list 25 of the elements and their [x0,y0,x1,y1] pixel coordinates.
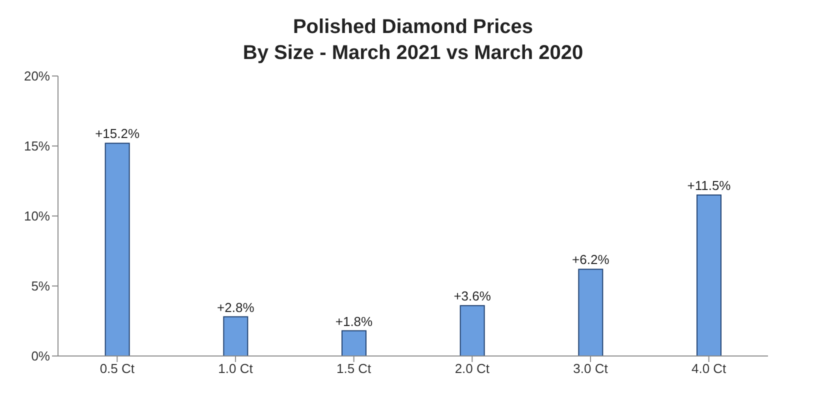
y-tick-label: 20% [24,68,50,84]
x-tick-label: 0.5 Ct [100,361,135,376]
bar [460,305,485,356]
data-label: +3.6% [454,288,492,304]
data-label: +2.8% [217,300,255,315]
y-tick-label: 15% [24,138,50,154]
bar [104,142,130,356]
data-label: +1.8% [335,314,374,329]
y-tick-label: 5% [31,278,50,294]
bar [578,268,604,356]
y-tick-label: 10% [24,208,50,224]
chart-title: Polished Diamond Prices [292,15,534,40]
x-tick-label: 2.0 Ct [454,361,490,376]
data-label: +15.2% [95,126,140,142]
bar [223,316,248,356]
bar [342,330,366,356]
y-tick-label: 0% [31,348,50,364]
bar [696,194,722,356]
x-tick-label: 3.0 Ct [573,361,608,376]
x-tick-label: 1.0 Ct [218,361,254,376]
data-label: +6.2% [572,252,610,268]
x-tick-label: 4.0 Ct [691,361,727,376]
data-label: +11.5% [687,178,732,193]
x-tick-label: 1.5 Ct [336,361,372,376]
chart-subtitle: By Size - March 2021 vs March 2020 [242,41,584,66]
